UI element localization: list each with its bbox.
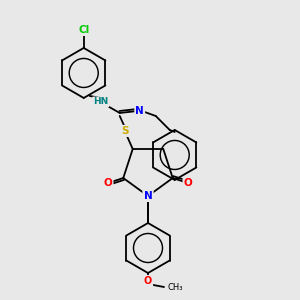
- Text: O: O: [184, 178, 192, 188]
- Text: HN: HN: [93, 98, 108, 106]
- Text: Cl: Cl: [78, 25, 89, 35]
- Text: S: S: [121, 126, 128, 136]
- Text: N: N: [135, 106, 144, 116]
- Text: CH₃: CH₃: [168, 283, 184, 292]
- Text: O: O: [144, 276, 152, 286]
- Text: N: N: [144, 191, 152, 201]
- Text: N: N: [144, 190, 152, 200]
- Text: O: O: [104, 178, 112, 188]
